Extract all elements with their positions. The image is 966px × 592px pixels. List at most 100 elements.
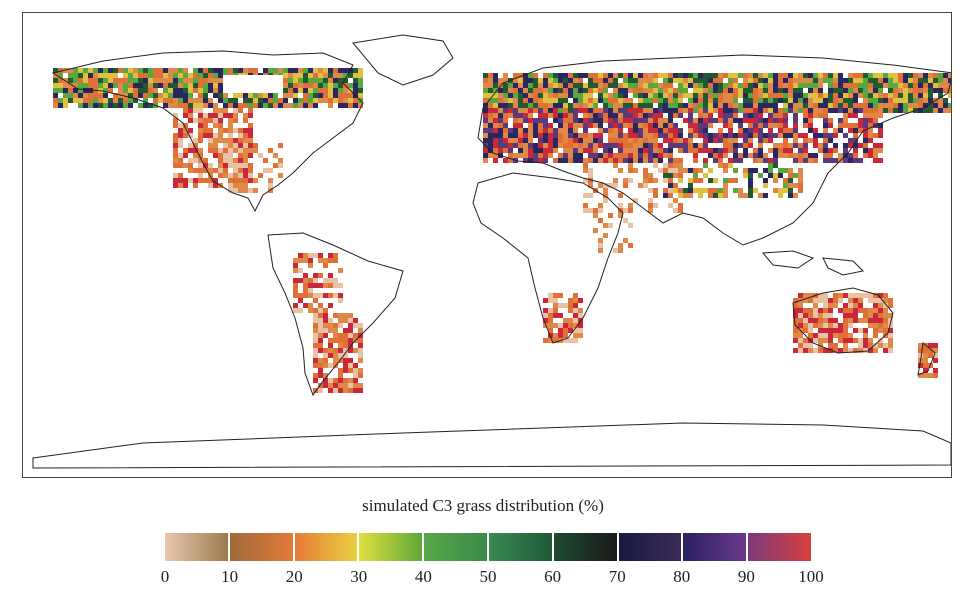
- grass-cell: [888, 313, 893, 318]
- grass-cell: [748, 73, 753, 78]
- grass-cell: [918, 83, 923, 88]
- grass-cell: [528, 83, 533, 88]
- grass-cell: [583, 163, 588, 168]
- grass-cell: [328, 303, 333, 308]
- grass-cell: [328, 323, 333, 328]
- grass-cell: [823, 348, 828, 353]
- grass-cell: [688, 98, 693, 103]
- grass-cell: [618, 133, 623, 138]
- grass-cell: [233, 178, 238, 183]
- grass-cell: [88, 83, 93, 88]
- grass-cell: [628, 118, 633, 123]
- grass-cell: [738, 108, 743, 113]
- grass-cell: [928, 88, 933, 93]
- grass-cell: [643, 128, 648, 133]
- grass-cell: [293, 258, 298, 263]
- grass-cell: [543, 143, 548, 148]
- grass-cell: [568, 323, 573, 328]
- grass-cell: [698, 113, 703, 118]
- grass-cell: [323, 78, 328, 83]
- grass-cell: [158, 93, 163, 98]
- grass-cell: [313, 73, 318, 78]
- grass-cell: [233, 148, 238, 153]
- grass-cell: [323, 68, 328, 73]
- grass-cell: [893, 83, 898, 88]
- grass-cell: [203, 123, 208, 128]
- grass-cell: [743, 88, 748, 93]
- grass-cell: [288, 73, 293, 78]
- grass-cell: [338, 78, 343, 83]
- grass-cell: [103, 78, 108, 83]
- grass-cell: [198, 123, 203, 128]
- grass-cell: [588, 118, 593, 123]
- grass-cell: [783, 73, 788, 78]
- grass-cell: [908, 103, 913, 108]
- grass-cell: [663, 103, 668, 108]
- grass-cell: [218, 118, 223, 123]
- grass-cell: [93, 103, 98, 108]
- grass-cell: [573, 78, 578, 83]
- grass-cell: [873, 293, 878, 298]
- grass-cell: [183, 83, 188, 88]
- grass-cell: [643, 138, 648, 143]
- grass-cell: [248, 148, 253, 153]
- grass-cell: [818, 348, 823, 353]
- grass-cell: [843, 313, 848, 318]
- grass-cell: [333, 83, 338, 88]
- grass-cell: [548, 298, 553, 303]
- grass-cell: [793, 108, 798, 113]
- grass-cell: [323, 383, 328, 388]
- grass-cell: [128, 83, 133, 88]
- grass-cell: [348, 383, 353, 388]
- grass-cell: [558, 93, 563, 98]
- grass-cell: [563, 323, 568, 328]
- grass-cell: [273, 93, 278, 98]
- grass-cell: [253, 188, 258, 193]
- grass-cell: [303, 278, 308, 283]
- grass-cell: [508, 148, 513, 153]
- grass-cell: [98, 98, 103, 103]
- grass-cell: [518, 103, 523, 108]
- grass-cell: [878, 318, 883, 323]
- grass-cell: [548, 123, 553, 128]
- grass-cell: [548, 98, 553, 103]
- grass-cell: [843, 143, 848, 148]
- grass-cell: [793, 138, 798, 143]
- grass-cell: [808, 348, 813, 353]
- grass-cell: [878, 103, 883, 108]
- grass-cell: [628, 223, 633, 228]
- grass-cell: [833, 148, 838, 153]
- grass-cell: [578, 123, 583, 128]
- grass-cell: [538, 108, 543, 113]
- grass-cell: [343, 313, 348, 318]
- coastline: [792, 287, 894, 354]
- grass-cell: [228, 118, 233, 123]
- grass-cell: [278, 158, 283, 163]
- grass-cell: [738, 193, 743, 198]
- grass-cell: [618, 193, 623, 198]
- grass-cell: [268, 93, 273, 98]
- grass-cell: [798, 158, 803, 163]
- grass-cell: [928, 83, 933, 88]
- grass-cell: [668, 168, 673, 173]
- coastline: [822, 257, 865, 276]
- grass-cell: [513, 123, 518, 128]
- grass-cell: [878, 298, 883, 303]
- grass-cell: [603, 198, 608, 203]
- grass-cell: [243, 98, 248, 103]
- grass-cell: [653, 163, 658, 168]
- grass-cell: [563, 88, 568, 93]
- grass-cell: [708, 93, 713, 98]
- grass-cell: [123, 78, 128, 83]
- grass-cell: [758, 93, 763, 98]
- grass-cell: [773, 178, 778, 183]
- grass-cell: [163, 88, 168, 93]
- grass-cell: [673, 183, 678, 188]
- grass-cell: [733, 133, 738, 138]
- grass-cell: [778, 133, 783, 138]
- grass-cell: [543, 308, 548, 313]
- grass-cell: [98, 73, 103, 78]
- grass-cell: [528, 148, 533, 153]
- legend-tick-label: 90: [737, 567, 755, 586]
- grass-cell: [888, 328, 893, 333]
